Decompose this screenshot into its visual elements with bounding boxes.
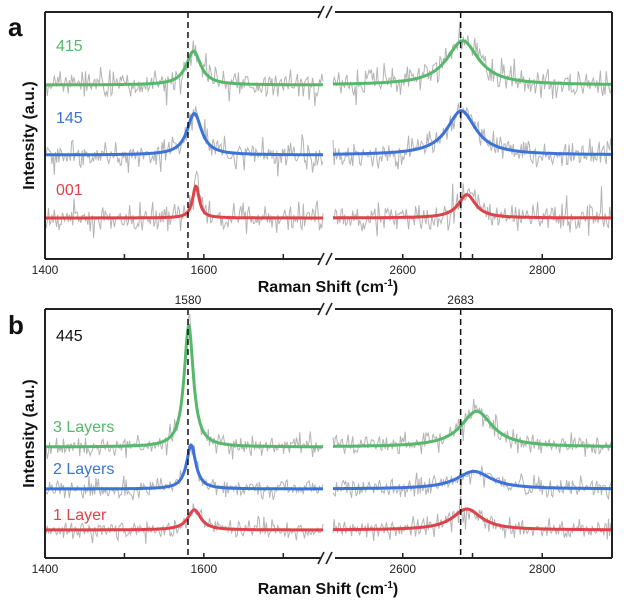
x-tick-label-2800: 2800 [529,562,556,576]
raw-spectrum-145-seg1 [332,103,613,170]
axis-break-mark [317,302,325,316]
axis-break-mark [317,551,325,565]
x-axis-title: Raman Shift (cm-1) [258,580,398,598]
fit-line-2-layers-seg1 [332,469,613,491]
x-axis-title: Raman Shift (cm-1) [258,278,398,296]
fit-line-415-seg1 [332,39,613,86]
x-tick-label-2600: 2600 [389,263,416,277]
x-tick-label-1400: 1400 [32,562,59,576]
x-axis-title-main: Raman Shift (cm [258,279,384,296]
panel-letter: a [8,12,23,42]
reference-label-1580: 1580 [175,293,202,307]
raw-spectrum-415-seg0 [44,40,324,107]
axis-break-mark [325,551,333,565]
raw-spectrum-145-seg0 [44,106,324,177]
fit-line-1-layer-seg0 [44,508,324,532]
axis-break-mark [317,252,325,266]
series-label-145: 145 [56,110,83,127]
x-tick-label-1600: 1600 [191,562,218,576]
panel-b: b Intensity (a.u.) Raman Shift (cm-1) 3 Lay… [8,293,613,598]
y-axis-title: Intensity (a.u.) [21,81,38,189]
x-axis-title-end: ) [393,279,398,296]
x-axis-title-main: Raman Shift (cm [258,581,384,598]
raw-spectrum-415-seg1 [332,22,613,106]
panel-annotation: 445 [56,328,83,345]
fit-line-3-layers-seg0 [44,323,324,449]
panel-a: a Intensity (a.u.) Raman Shift (cm-1) 415 14… [8,5,613,296]
reference-label-2683: 2683 [447,293,474,307]
fit-line-415-seg0 [44,49,324,87]
x-axis-title-sup: -1 [384,580,393,591]
fit-line-001-seg1 [332,193,613,220]
x-axis-title-sup: -1 [384,278,393,289]
y-axis-title: Intensity (a.u.) [21,379,38,487]
fit-line-145-seg0 [44,111,324,157]
x-tick-label-1600: 1600 [191,263,218,277]
series-label-3-layers: 3 Layers [53,419,114,436]
fit-line-3-layers-seg1 [332,409,613,448]
axis-break-mark [325,5,333,19]
x-tick-label-2800: 2800 [529,263,556,277]
fit-line-2-layers-seg0 [44,443,324,491]
raw-spectrum-001-seg1 [332,183,613,237]
raw-spectrum-1-layer-seg1 [332,495,613,541]
axis-break-mark [317,5,325,19]
axis-break-mark [325,252,333,266]
series-label-001: 001 [56,182,83,199]
fit-line-145-seg1 [332,109,613,156]
series-label-1-layer: 1 Layer [53,507,107,524]
panel-letter: b [8,310,24,340]
fit-line-1-layer-seg1 [332,507,613,532]
series-label-2-layers: 2 Layers [53,461,114,478]
x-axis-title-end: ) [393,581,398,598]
fit-line-001-seg0 [44,184,324,220]
x-tick-label-1400: 1400 [32,263,59,277]
series-label-415: 415 [56,38,83,55]
axis-break-mark [325,302,333,316]
x-tick-label-2600: 2600 [389,562,416,576]
raw-spectrum-001-seg0 [44,170,324,238]
raw-spectrum-3-layers-seg1 [332,398,613,457]
